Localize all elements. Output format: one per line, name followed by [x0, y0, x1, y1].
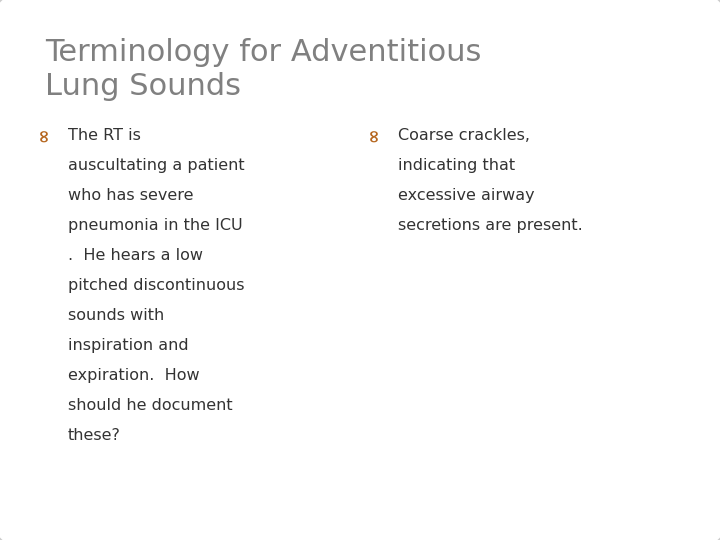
Text: these?: these?: [68, 428, 121, 443]
Text: ∞: ∞: [35, 128, 53, 143]
Text: secretions are present.: secretions are present.: [398, 218, 582, 233]
Text: pitched discontinuous: pitched discontinuous: [68, 278, 245, 293]
Text: sounds with: sounds with: [68, 308, 164, 323]
Text: should he document: should he document: [68, 398, 233, 413]
Text: Terminology for Adventitious: Terminology for Adventitious: [45, 38, 482, 67]
Text: indicating that: indicating that: [398, 158, 515, 173]
Text: who has severe: who has severe: [68, 188, 194, 203]
Text: The RT is: The RT is: [68, 128, 141, 143]
Text: Coarse crackles,: Coarse crackles,: [398, 128, 530, 143]
Text: expiration.  How: expiration. How: [68, 368, 199, 383]
Text: inspiration and: inspiration and: [68, 338, 189, 353]
Text: .  He hears a low: . He hears a low: [68, 248, 203, 263]
Text: excessive airway: excessive airway: [398, 188, 535, 203]
Text: ∞: ∞: [365, 128, 383, 143]
Text: auscultating a patient: auscultating a patient: [68, 158, 245, 173]
Text: pneumonia in the ICU: pneumonia in the ICU: [68, 218, 243, 233]
Text: Lung Sounds: Lung Sounds: [45, 72, 241, 101]
